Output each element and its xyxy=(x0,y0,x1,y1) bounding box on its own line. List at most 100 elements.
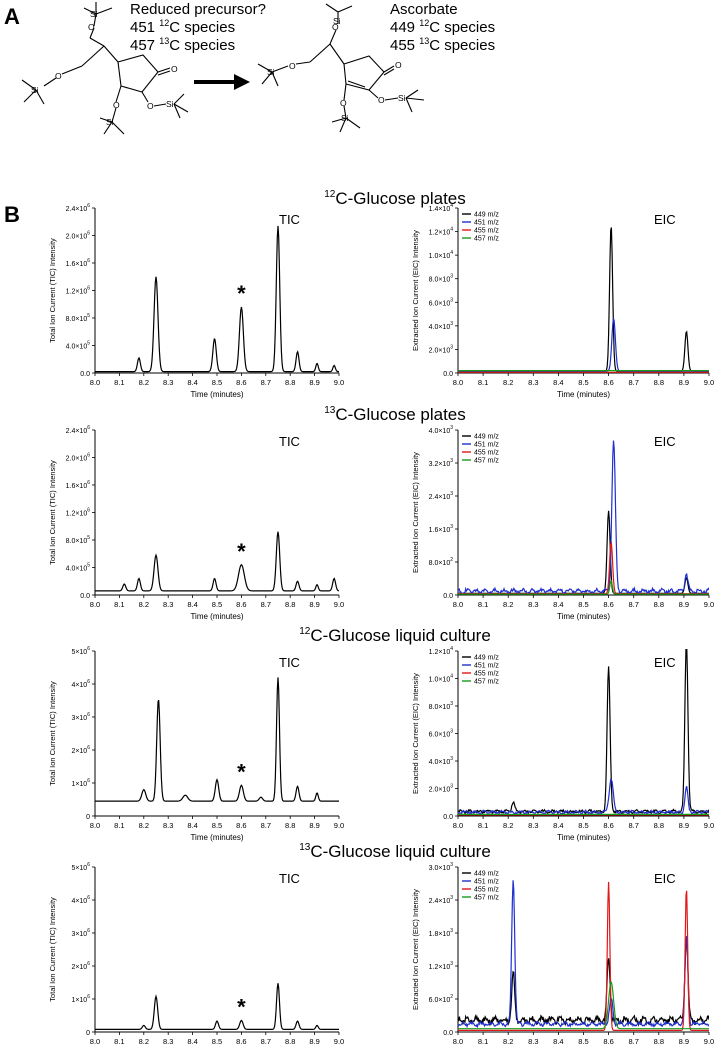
eic-chart-row-3: 8.0 8.1 8.2 8.3 8.4 8.5 8.6 8.7 8.8 8.9 9.0 Time (m… xyxy=(411,646,714,842)
x-tick-label: 8.1 xyxy=(478,378,488,387)
y-tick-label: 8.0×105 xyxy=(66,313,91,323)
scheme-left-title: Reduced precursor? xyxy=(130,1,266,18)
y-tick-label: 1.2×103 xyxy=(429,961,454,971)
y-tick-label: 1.2×104 xyxy=(429,646,454,656)
x-tick-label: 8.9 xyxy=(679,821,689,830)
x-tick-label: 8.9 xyxy=(679,600,689,609)
y-tick-label: 0.0 xyxy=(443,593,453,600)
x-tick-label: 8.0 xyxy=(453,600,463,609)
x-tick-label: 8.2 xyxy=(139,378,149,387)
y-tick-label: 6.0×103 xyxy=(429,297,454,307)
atom-label: O xyxy=(289,61,296,71)
x-tick-label: 9.0 xyxy=(704,1037,714,1046)
legend-label: 451 m/z xyxy=(474,442,499,449)
legend-label: 451 m/z xyxy=(474,663,499,670)
x-tick-label: 8.7 xyxy=(628,378,638,387)
x-tick-label: 8.1 xyxy=(478,821,488,830)
legend-label: 455 m/z xyxy=(474,450,499,457)
eic-trace-455 xyxy=(458,541,709,595)
x-tick-label: 8.5 xyxy=(212,821,222,830)
y-tick-label: 2×106 xyxy=(71,961,90,971)
y-tick-label: 6.0×103 xyxy=(429,729,454,739)
peak-star: * xyxy=(237,281,246,306)
legend-label: 451 m/z xyxy=(474,879,499,886)
y-axis-title: Total Ion Current (TIC) Intensity xyxy=(48,238,57,343)
x-tick-label: 8.5 xyxy=(578,821,588,830)
atom-label: O xyxy=(147,101,154,111)
x-tick-label: 8.9 xyxy=(679,1037,689,1046)
x-tick-label: 8.6 xyxy=(603,1037,613,1046)
y-axis-title: Extracted Ion Current (EIC) Intensity xyxy=(411,889,420,1010)
x-tick-label: 8.2 xyxy=(503,821,513,830)
x-tick-label: 8.1 xyxy=(114,1037,124,1046)
scheme-right-species-1: 449 12C species xyxy=(390,18,495,36)
x-tick-label: 8.4 xyxy=(187,821,197,830)
x-tick-label: 8.8 xyxy=(654,600,664,609)
x-tick-label: 9.0 xyxy=(704,821,714,830)
panel-label-a: A xyxy=(4,4,20,29)
x-tick-label: 8.8 xyxy=(654,378,664,387)
y-axis-title: Extracted Ion Current (EIC) Intensity xyxy=(411,230,420,351)
eic-trace-451 xyxy=(458,778,709,816)
y-tick-label: 1.0×104 xyxy=(429,674,454,684)
x-tick-label: 8.7 xyxy=(628,1037,638,1046)
eic-trace-451 xyxy=(458,318,709,372)
legend-label: 457 m/z xyxy=(474,236,499,243)
tic-trace xyxy=(95,677,339,802)
x-tick-label: 8.2 xyxy=(139,821,149,830)
x-tick-label: 8.0 xyxy=(453,821,463,830)
x-tick-label: 8.6 xyxy=(603,600,613,609)
ascorbate-structure xyxy=(257,3,425,133)
x-tick-label: 8.7 xyxy=(261,600,271,609)
x-tick-label: 9.0 xyxy=(704,378,714,387)
chart-tag: TIC xyxy=(279,655,300,670)
tic-trace xyxy=(95,983,339,1030)
x-tick-label: 8.6 xyxy=(603,821,613,830)
x-tick-label: 8.2 xyxy=(503,1037,513,1046)
atom-label: O xyxy=(378,95,385,105)
atom-label: Si xyxy=(166,99,174,109)
y-tick-label: 2.0×106 xyxy=(66,231,91,241)
y-tick-label: 3×106 xyxy=(71,928,90,938)
eic-trace-457 xyxy=(458,579,709,595)
y-tick-label: 0 xyxy=(86,814,90,821)
legend-label: 449 m/z xyxy=(474,655,499,662)
y-tick-label: 2.0×106 xyxy=(66,453,91,463)
y-axis-title: Extracted Ion Current (EIC) Intensity xyxy=(411,673,420,794)
eic-chart-row-1: 8.0 8.1 8.2 8.3 8.4 8.5 8.6 8.7 8.8 8.9 9.0 Time (m… xyxy=(411,203,714,399)
x-tick-label: 9.0 xyxy=(334,378,344,387)
x-tick-label: 9.0 xyxy=(704,600,714,609)
x-tick-label: 8.9 xyxy=(309,600,319,609)
x-tick-label: 8.3 xyxy=(528,1037,538,1046)
y-tick-label: 0 xyxy=(86,1030,90,1037)
x-tick-label: 8.3 xyxy=(528,378,538,387)
panel-label-b: B xyxy=(4,202,20,227)
x-tick-label: 8.7 xyxy=(261,1037,271,1046)
y-tick-label: 3.2×103 xyxy=(429,458,454,468)
row-title-4: 13C-Glucose liquid culture xyxy=(299,842,491,861)
x-tick-label: 9.0 xyxy=(334,1037,344,1046)
x-tick-label: 8.7 xyxy=(261,821,271,830)
y-tick-label: 1×106 xyxy=(71,994,90,1004)
x-tick-label: 8.0 xyxy=(453,378,463,387)
x-tick-label: 8.5 xyxy=(578,378,588,387)
x-tick-label: 8.9 xyxy=(309,1037,319,1046)
legend-label: 449 m/z xyxy=(474,434,499,441)
y-tick-label: 4.0×103 xyxy=(429,321,454,331)
atom-label: Si xyxy=(267,67,275,77)
x-tick-label: 8.1 xyxy=(478,600,488,609)
atom-label: Si xyxy=(31,85,39,95)
x-tick-label: 8.3 xyxy=(528,600,538,609)
row-title-1: 12C-Glucose plates xyxy=(324,189,466,208)
x-tick-label: 8.4 xyxy=(553,1037,563,1046)
x-axis-title: Time (minutes) xyxy=(190,390,243,399)
eic-chart-row-2: 8.0 8.1 8.2 8.3 8.4 8.5 8.6 8.7 8.8 8.9 9.0 Time (m… xyxy=(411,425,714,621)
y-tick-label: 2.4×106 xyxy=(66,425,91,435)
y-tick-label: 3.0×103 xyxy=(429,862,454,872)
x-axis-title: Time (minutes) xyxy=(557,833,610,842)
x-tick-label: 8.3 xyxy=(528,821,538,830)
ascorbate-atoms: O Si O Si O O Si O Si xyxy=(267,16,406,123)
x-tick-label: 8.8 xyxy=(285,1037,295,1046)
chart-tag: EIC xyxy=(654,655,676,670)
